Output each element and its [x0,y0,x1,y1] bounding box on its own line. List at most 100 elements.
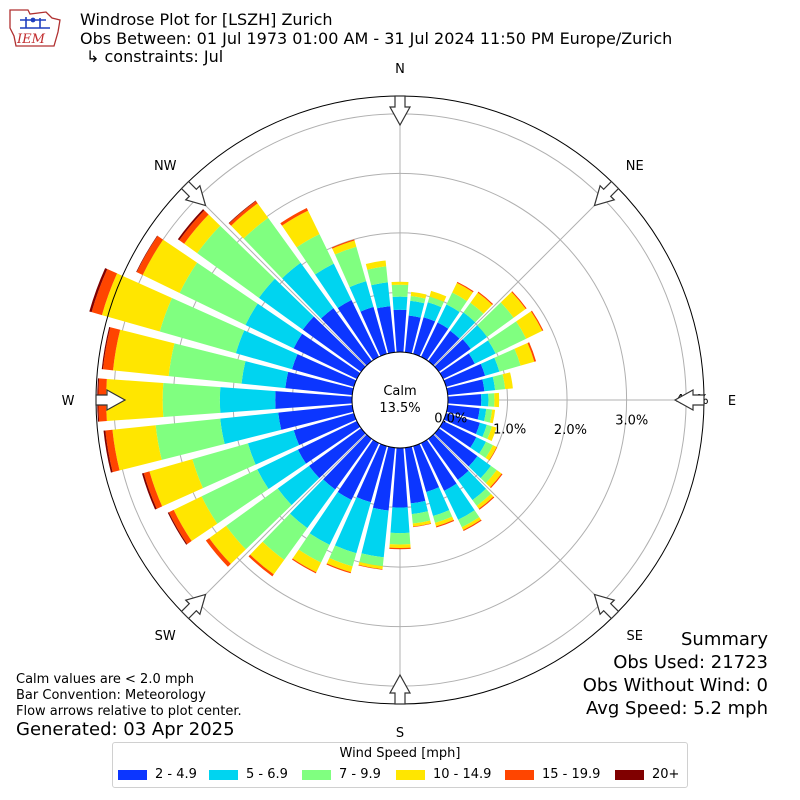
bar-segment [468,456,491,479]
legend-label: 2 - 4.9 [155,767,197,782]
bar-segment [367,266,388,286]
bar-segment [291,558,317,574]
bar-segment [219,387,276,413]
bar-segment [277,465,320,506]
bar-segment [136,235,158,273]
bar-segment [293,413,357,446]
compass-arrow [95,388,127,412]
bar-segment [446,379,485,396]
bar-segment [220,412,282,445]
bar-segment [372,446,396,511]
bar-segment [413,443,440,492]
bar-segment [365,260,387,270]
bar-segment [413,523,432,528]
bar-segment [285,371,354,396]
bar-segment [101,273,172,332]
legend-label: 15 - 19.9 [542,767,601,782]
bar-segment [235,330,298,370]
compass-arrow [593,593,620,620]
bar-segment [179,210,209,244]
bar-segment [527,342,537,362]
bar-segment [209,525,246,564]
bar-segment [332,240,357,255]
bar-segment [480,357,500,376]
bar-segment [168,509,192,545]
bar-segment [429,290,447,302]
bar-segment [433,510,453,523]
bar-segment [245,303,303,349]
compass-label: NW [154,159,177,174]
bar-segment [349,281,374,312]
logo-text: IEM [16,32,46,47]
bar-segment [516,311,543,339]
bar-segment [162,383,221,417]
bar-segment [159,297,245,354]
bar-segment [289,479,336,529]
bar-segment [457,470,487,501]
bar-segment [359,553,384,567]
bar-segment [393,309,407,353]
bar-segment [412,520,431,527]
bar-segment [428,434,469,480]
bar-segment [485,470,502,488]
bar-segment [489,446,498,461]
bar-segment [494,392,500,408]
constraints-label: ↳ constraints: Jul [86,47,224,66]
legend-title: Wind Speed [mph] [339,746,461,761]
bar-segment [391,284,409,297]
bar-segment [390,507,410,534]
bar-segment [334,497,371,554]
bar-segment [326,563,351,574]
bar-segment [262,513,308,560]
bar-segment [192,443,256,489]
bar-segment [250,541,285,575]
bar-segment [231,203,269,239]
bar-segment [257,449,307,489]
bar-segment [481,393,489,407]
bar-segment [458,510,480,528]
bar-segment [427,296,444,308]
bar-segment [229,201,258,226]
compass-label: E [728,394,736,409]
bar-segment [356,443,387,503]
bar-convention-note: Bar Convention: Meteorology [16,688,206,703]
bar-segment [482,424,492,440]
bar-segment [452,282,473,302]
bar-segment [248,554,274,577]
bar-segment [136,235,164,276]
compass-arrow [388,95,412,127]
legend-swatch [505,769,534,780]
bar-segment [389,544,411,549]
bar-segment [428,330,460,366]
compass-arrow [388,673,412,705]
bar-segment [173,496,218,542]
bar-segment [410,500,428,515]
bar-segment [470,292,493,314]
bar-segment [112,425,162,471]
bar-segment [444,483,475,520]
bar-segment [530,310,544,331]
bar-segment [376,306,396,354]
legend-label: 7 - 9.9 [339,767,381,782]
bar-segment [487,426,497,441]
bar-segment [281,210,320,248]
bar-segment [447,394,482,406]
bar-segment [293,333,361,380]
compass-label: N [395,62,405,77]
legend-item: 5 - 6.9 [209,767,288,782]
bar-segment [280,207,309,226]
compass-arrow [593,180,620,207]
bar-segment [492,374,506,391]
bar-segment [410,295,426,304]
bar-segment [226,488,292,550]
bar-segment [258,278,314,330]
bar-segment [142,239,198,293]
bar-segment [337,439,380,500]
bar-segment [480,465,497,484]
bar-segment [105,429,120,473]
bar-segment [446,292,467,312]
bar-segment [435,519,455,528]
summary-title: Summary [681,629,768,650]
bar-segment [470,437,487,454]
generated-date: Generated: 03 Apr 2025 [16,719,235,740]
